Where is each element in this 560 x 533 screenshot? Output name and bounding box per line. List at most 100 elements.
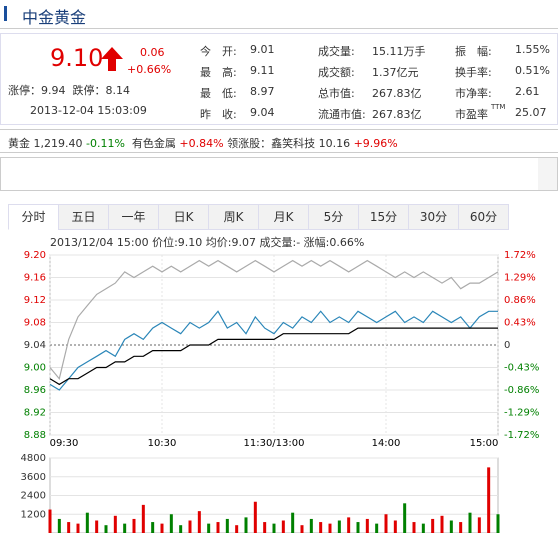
y-tick-label: 8.96 [24,385,46,396]
volume-bar [85,512,89,533]
volume-bar [132,518,136,533]
y2-tick-label: -0.86% [504,385,539,396]
price-line [49,327,498,386]
change-pct: +0.66% [127,63,172,76]
y-tick-label: 9.20 [24,250,46,261]
y-tick-label: 9.08 [24,318,46,329]
quote-value: 15.11万手 [372,45,426,58]
x-tick-label: 11:30/13:00 [243,438,304,449]
quote-box [0,33,558,125]
volume-bar [309,518,313,533]
quote-label: 市净率: [455,87,492,100]
header-mark [4,6,7,21]
x-tick-label: 09:30 [50,438,79,449]
quote-label: 总市值: [318,87,355,100]
volume-bar [421,523,425,533]
volume-bar [263,522,267,533]
tab[interactable]: 60分 [458,204,509,230]
y-tick-label: 9.12 [24,295,46,306]
volume-bar [113,515,117,533]
volume-bar [496,514,500,533]
volume-bar [141,504,145,533]
volume-bar [356,522,360,533]
quote-label: 振 幅: [455,45,492,58]
quote-label: 最 高: [200,66,237,79]
industry: 有色金属 [131,137,176,150]
title: 中金黄金 [22,8,87,27]
quote-label: 成交量: [318,45,355,58]
x-tick-label: 10:30 [148,438,177,449]
label: 涨停： [8,84,41,97]
volume-bar [468,512,472,533]
y2-tick-label: -1.72% [504,430,539,441]
volume-bar [48,509,52,533]
quote-value: 9.04 [250,106,275,119]
blank-box [0,157,558,191]
quote-value: 25.07 [515,106,547,119]
tab[interactable]: 30分 [408,204,459,230]
volume-bar [328,523,332,533]
y-tick-label: 2400 [21,491,46,502]
volume-bar [384,514,388,533]
quote-label: 最 低: [200,87,237,100]
y-tick-label: 9.00 [24,363,46,374]
quote-value: 9.01 [250,43,275,56]
tab[interactable]: 5分 [308,204,359,230]
volume-bar [319,522,323,533]
volume-bar [365,518,369,533]
leader-price: 10.16 [318,137,351,150]
quote-label: 昨 收: [200,108,237,121]
y2-tick-label: 0.43% [504,318,536,329]
tab[interactable]: 15分 [358,204,409,230]
leader-change: +9.96% [353,137,398,150]
volume-bar [169,514,173,533]
price: 9.10 [50,44,104,72]
y-tick-label: 8.92 [24,408,46,419]
volume-bar [291,512,295,533]
volume-bar [179,525,183,533]
quote-value: 1.55% [515,43,550,56]
volume-bar [160,523,164,533]
volume-bar [412,522,416,533]
tab[interactable]: 分时 [8,204,59,230]
value: 9.94 [41,84,66,97]
volume-bar [459,522,463,533]
quote-label: 市盈率 [455,108,488,121]
quote-label: 今 开: [200,45,237,58]
volume-bar [244,517,248,533]
price-line [49,310,498,391]
volume-bar [67,522,71,533]
volume-bar [347,517,351,533]
volume-bar [123,523,127,533]
quote-label: 流通市值: [318,108,366,121]
tab[interactable]: 周K [208,204,259,230]
volume-bar [216,522,220,533]
volume-bar [487,467,491,533]
change: 0.06 [140,46,165,59]
volume-bar [272,523,276,533]
limits: 涨停：9.94 跌停：8.14 [8,82,130,98]
scrollbar[interactable] [538,158,557,190]
volume-bar [449,520,453,533]
y-tick-label: 9.16 [24,273,46,284]
tab[interactable]: 五日 [58,204,109,230]
volume-bar [281,520,285,533]
up-arrow [101,47,123,71]
tab[interactable]: 月K [258,204,309,230]
label: 跌停： [72,84,106,97]
sector: 黄金 [8,137,30,150]
y2-tick-label: 0.86% [504,295,536,306]
volume-bar [207,523,211,533]
volume-bar [477,517,481,533]
volume-bar [76,523,80,533]
y2-tick-label: -0.43% [504,363,539,374]
volume-bar [403,503,407,533]
x-tick-label: 15:00 [470,438,499,449]
sector-line: 黄金 1,219.40 -0.11% 有色金属 +0.84% 领涨股：鑫笑科技 … [8,135,398,151]
tab[interactable]: 一年 [108,204,159,230]
tab[interactable]: 日K [158,204,209,230]
quote-label: 成交额: [318,66,355,79]
x-tick-label: 14:00 [372,438,401,449]
